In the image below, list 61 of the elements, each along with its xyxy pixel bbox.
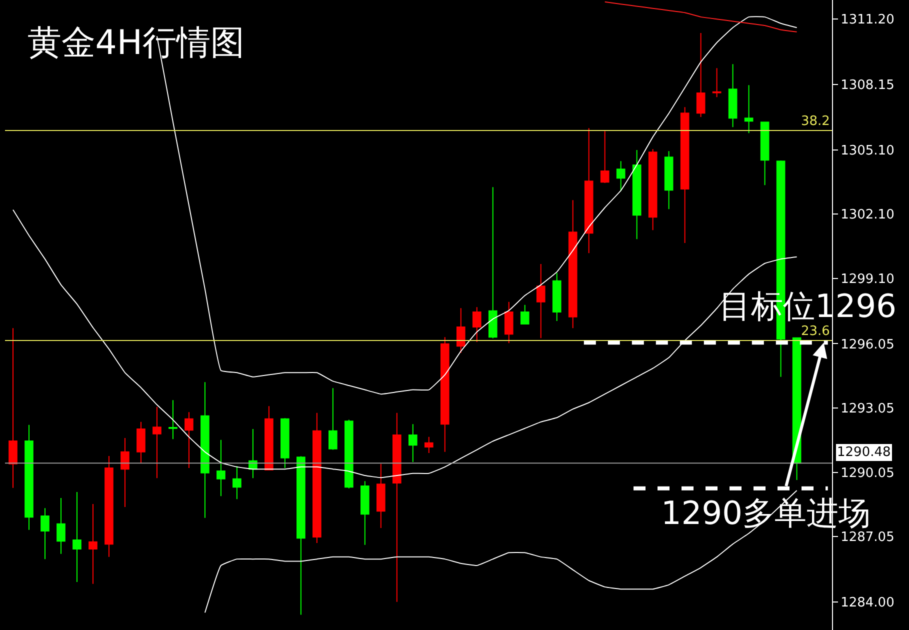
y-tick-label: 1290.05 (840, 466, 894, 481)
candlestick (664, 150, 674, 210)
candlestick (568, 200, 578, 329)
candlestick (24, 424, 34, 530)
candlestick (312, 412, 322, 544)
candlestick (136, 421, 146, 464)
candlestick (696, 32, 706, 118)
candlestick (488, 186, 498, 339)
candlestick (88, 504, 98, 584)
candlestick (760, 121, 770, 186)
candlestick (184, 412, 194, 468)
annotation: 38.2 (801, 114, 830, 129)
line-series (604, 1, 798, 32)
candlestick (376, 463, 386, 528)
candlestick (600, 130, 610, 184)
candlestick (536, 264, 546, 339)
y-tick-label: 1311.20 (840, 12, 894, 28)
candlestick (200, 382, 210, 518)
candlestick (40, 508, 50, 560)
candlestick (168, 400, 178, 440)
y-tick-label: 1293.05 (840, 402, 894, 417)
candlestick (520, 304, 530, 325)
y-tick-label: 1284.00 (840, 595, 894, 610)
candlestick (728, 64, 738, 128)
candlestick (392, 412, 402, 602)
y-tick-label: 1296.05 (840, 337, 894, 352)
candlestick (632, 150, 642, 240)
candlestick (152, 406, 162, 479)
candlestick (744, 84, 754, 134)
y-tick-label: 1308.15 (840, 78, 894, 93)
candlestick (264, 406, 274, 470)
candlestick (504, 301, 514, 344)
candlestick (648, 148, 658, 231)
candlestick (712, 68, 722, 98)
candlestick (72, 492, 82, 582)
candlestick (296, 456, 306, 616)
y-tick-label: 1299.10 (840, 272, 894, 287)
candlestick (280, 418, 290, 468)
candlestick (360, 480, 370, 546)
candlestick (584, 128, 594, 254)
candlestick (328, 388, 338, 450)
ref-line-label: 1290.48 (837, 445, 891, 460)
y-tick-label: 1302.10 (840, 208, 894, 223)
annotation: 23.6 (801, 324, 830, 339)
candlestick (472, 306, 482, 342)
candlestick (680, 106, 690, 244)
candlestick (216, 439, 226, 497)
candlestick (424, 436, 434, 454)
candlestick (56, 498, 66, 554)
candlestick (120, 438, 130, 508)
candlestick (552, 272, 562, 322)
candlestick (344, 419, 354, 489)
candlestick (408, 424, 418, 462)
candlestick (8, 328, 18, 488)
candlestick (440, 336, 450, 452)
candlestick (104, 456, 114, 558)
y-tick-label: 1305.10 (840, 143, 894, 158)
y-tick-label: 1287.05 (840, 530, 894, 546)
candlestick (616, 160, 626, 192)
candlestick (232, 466, 242, 500)
candlestick (456, 308, 466, 354)
